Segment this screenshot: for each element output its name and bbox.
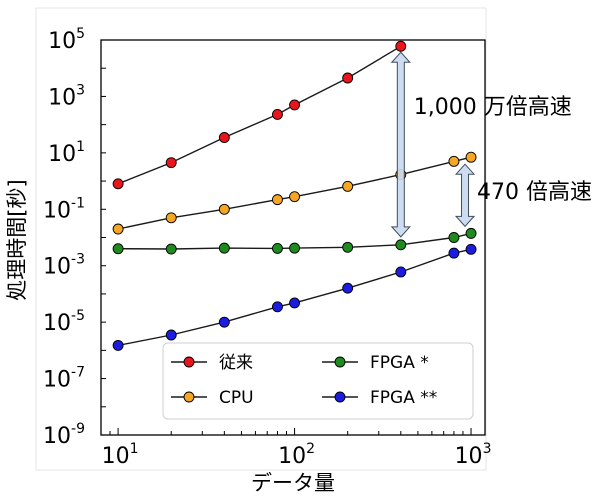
data-point: [448, 232, 460, 243]
legend-entry-0: 従来: [171, 353, 253, 373]
legend: 従来 CPU FPGA * FPGA **: [162, 342, 474, 420]
data-point: [112, 223, 124, 235]
legend-label: CPU: [219, 388, 254, 408]
data-point: [165, 212, 177, 224]
data-point: [465, 151, 477, 163]
data-point: [342, 180, 354, 192]
legend-marker: [183, 356, 195, 368]
figure-frame: [35, 7, 487, 471]
x-tick-label: 103: [455, 441, 492, 469]
y-tick-label: 103: [48, 82, 85, 110]
data-point: [112, 339, 124, 351]
data-point: [395, 266, 407, 278]
double-arrow: [454, 163, 476, 228]
speedup-label-1: 1,000 万倍高速: [414, 95, 572, 120]
legend-entry-3: FPGA **: [322, 388, 437, 408]
data-point: [289, 242, 301, 254]
axis-ticks: 105 103 101 10-1 10-3 10-5 10-7 10-9 101 102 103: [43, 26, 491, 469]
annotation-layer: 1,000 万倍高速 470 倍高速: [390, 51, 592, 238]
data-point: [395, 40, 407, 52]
speedup-arrow-1: [390, 51, 411, 238]
data-point: [165, 243, 177, 255]
legend-entry-2: FPGA *: [322, 353, 429, 373]
speedup-arrow-2: [454, 163, 476, 228]
data-point: [272, 301, 283, 313]
data-point: [448, 247, 460, 259]
legend-marker: [334, 391, 346, 403]
legend-marker: [334, 356, 346, 368]
data-point: [218, 132, 230, 143]
legend-entry-1: CPU: [171, 388, 254, 408]
data-point: [289, 99, 301, 111]
x-tick-label: 101: [102, 441, 139, 469]
legend-label: FPGA **: [370, 388, 437, 408]
y-tick-label: 10-9: [43, 421, 85, 449]
data-point: [112, 243, 124, 255]
data-point: [465, 243, 477, 255]
series-layer: [112, 40, 477, 351]
legend-box: [162, 342, 474, 420]
series-2: [112, 227, 477, 255]
data-point: [448, 155, 460, 167]
y-tick-label: 10-5: [43, 308, 85, 336]
x-tick-label: 102: [278, 441, 315, 469]
data-point: [342, 72, 354, 84]
y-tick-label: 105: [48, 26, 85, 54]
data-point: [218, 242, 230, 254]
data-point: [272, 242, 283, 254]
y-tick-label: 101: [48, 139, 85, 167]
data-point: [218, 316, 230, 328]
double-arrow: [390, 51, 411, 238]
data-point: [218, 203, 230, 215]
data-point: [165, 329, 177, 341]
y-tick-label: 10-1: [43, 195, 85, 223]
data-point: [289, 297, 301, 309]
data-point: [465, 227, 477, 239]
legend-label: 従来: [219, 353, 253, 373]
series-0: [112, 40, 407, 190]
data-point: [289, 191, 301, 203]
y-tick-label: 10-3: [43, 252, 85, 280]
data-point: [395, 239, 407, 251]
series-1: [112, 151, 477, 235]
y-axis-label: 処理時間[秒]: [5, 179, 29, 300]
data-point: [112, 178, 124, 190]
data-point: [272, 108, 283, 120]
legend-marker: [183, 391, 195, 403]
data-point: [272, 194, 283, 206]
series-3: [112, 243, 477, 351]
y-tick-label: 10-7: [43, 365, 85, 393]
data-point: [342, 241, 354, 253]
speedup-label-2: 470 倍高速: [477, 180, 592, 205]
legend-label: FPGA *: [370, 353, 429, 373]
x-axis-label: データ量: [251, 471, 335, 495]
data-point: [342, 282, 354, 294]
data-point: [165, 157, 177, 169]
